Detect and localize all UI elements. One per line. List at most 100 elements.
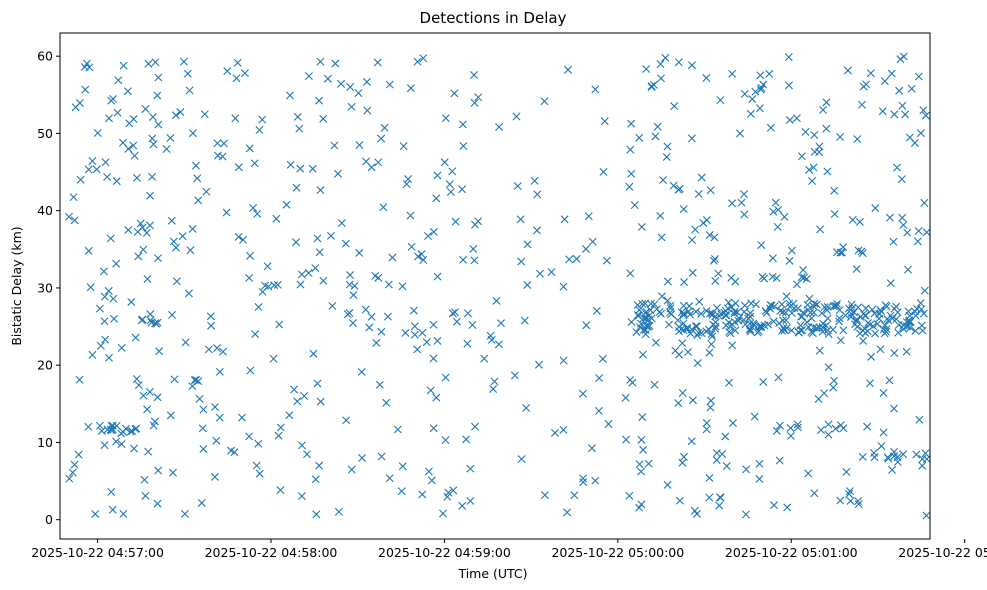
data-point [705,231,714,240]
data-point [687,61,696,70]
data-point [181,338,190,347]
data-point [367,312,376,321]
data-point [885,213,894,222]
data-point [313,234,322,243]
data-point [922,228,931,237]
data-point [162,144,171,153]
data-point [152,319,161,328]
data-point [702,74,711,83]
data-point [119,61,128,70]
data-point [829,325,838,334]
data-point [112,177,121,186]
data-point [905,133,914,142]
data-point [263,262,272,271]
data-point [774,205,783,214]
data-point [563,508,572,517]
data-point [131,333,140,342]
data-point [622,435,631,444]
data-point [740,307,749,316]
data-point [547,268,556,277]
data-point [154,466,163,475]
data-point [627,119,636,128]
data-point [151,58,160,67]
data-point [594,406,603,415]
data-points [64,52,931,520]
data-point [784,53,793,62]
data-point [584,212,593,221]
data-point [409,306,418,315]
data-point [200,110,209,119]
data-point [752,300,760,309]
data-point [198,424,207,433]
data-point [711,277,720,286]
data-point [319,276,328,285]
data-point [297,492,306,501]
data-point [418,490,427,499]
data-point [190,376,199,385]
data-point [882,325,891,334]
data-point [905,318,914,327]
data-point [630,201,639,210]
data-point [297,441,306,450]
data-point [678,458,687,467]
data-point [906,318,915,327]
data-point [215,413,224,422]
data-point [899,450,908,459]
data-point [858,452,867,461]
data-point [722,311,731,320]
data-point [687,134,696,143]
data-point [735,314,744,323]
data-point [112,437,121,446]
data-point [746,325,755,334]
data-point [628,378,637,387]
y-tick-label: 20 [37,358,53,373]
data-point [154,120,163,129]
data-point [692,307,701,316]
data-point [139,391,148,400]
data-point [712,304,721,313]
data-point [462,435,471,444]
data-point [146,316,155,325]
data-point [168,310,177,319]
data-point [138,315,147,324]
data-point [854,303,863,312]
data-point [319,114,328,123]
data-point [741,510,750,519]
data-point [218,152,227,161]
data-point [728,69,737,78]
data-point [148,172,157,181]
data-point [433,336,442,345]
data-point [69,193,78,202]
data-point [920,286,929,295]
data-point [642,65,651,74]
data-point [746,309,755,318]
data-point [890,110,899,119]
data-point [130,444,138,453]
data-point [721,432,730,441]
data-point [186,246,195,255]
data-point [875,314,884,323]
data-point [642,307,651,316]
y-tick-label: 10 [37,435,53,450]
data-point [100,292,109,301]
data-point [920,198,929,207]
data-point [74,450,83,459]
data-point [691,225,700,234]
data-point [276,423,285,432]
data-point [853,322,862,331]
data-point [800,309,809,318]
data-point [565,255,574,264]
data-point [669,181,678,190]
data-point [402,180,411,189]
data-point [101,335,110,344]
data-point [678,339,687,348]
data-point [893,163,902,172]
data-point [269,354,278,363]
data-point [692,322,701,331]
data-point [191,161,200,170]
data-point [448,309,457,318]
data-point [697,173,706,182]
data-point [84,246,93,255]
data-point [921,111,930,120]
data-point [112,421,121,430]
